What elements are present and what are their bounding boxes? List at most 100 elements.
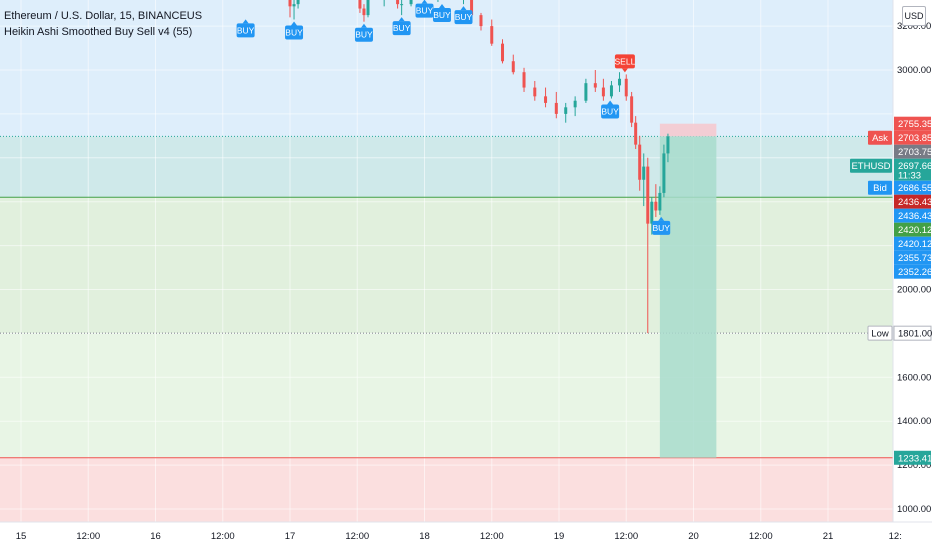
price-badge — [894, 144, 931, 159]
price-badge-label: 1233.41 — [898, 453, 932, 464]
candle-body — [573, 100, 577, 108]
buy-signal-pointer — [658, 216, 665, 221]
price-badge-label: 1801.00 — [898, 329, 932, 340]
symbol-title[interactable]: Ethereum / U.S. Dollar, 15, BINANCEUS — [4, 10, 203, 22]
price-badge — [894, 450, 931, 465]
candle-body — [533, 87, 537, 97]
price-badge-label: 2703.85 — [898, 133, 932, 144]
buy-signal-label: BUY — [393, 23, 411, 33]
candle-body — [593, 83, 597, 88]
candle-body — [554, 102, 558, 114]
buy-signal — [415, 3, 434, 18]
position-tool — [659, 123, 717, 458]
candle-body — [358, 0, 362, 9]
candle-body — [662, 153, 666, 193]
candle-body — [624, 78, 628, 97]
price-badge-prefix: ETHUSD — [851, 161, 890, 172]
candle-body — [522, 72, 526, 88]
buy-signal — [652, 220, 671, 235]
price-badge — [894, 264, 931, 279]
candle-body — [470, 0, 474, 16]
buy-signal-label: BUY — [601, 107, 619, 117]
price-badge — [894, 236, 931, 251]
buy-signal-pointer — [398, 17, 405, 22]
price-badge — [894, 250, 931, 265]
indicator-title[interactable]: Heikin Ashi Smoothed Buy Sell v4 (55) — [4, 26, 193, 38]
time-tick-label: 15 — [16, 531, 27, 542]
time-tick-label: 16 — [150, 531, 161, 542]
time-tick-label: 21 — [823, 531, 834, 542]
candle-body — [618, 78, 622, 86]
price-badge — [893, 325, 932, 341]
buy-signal-label: BUY — [237, 25, 255, 35]
grid-layer — [0, 25, 893, 510]
price-badge-prefix-bg — [850, 158, 892, 173]
currency-button[interactable]: USD — [902, 6, 926, 26]
candle-body — [564, 107, 568, 114]
buy-signal-label: BUY — [416, 6, 434, 16]
price-tick-label: 1000.00 — [897, 504, 931, 515]
candle-body — [544, 96, 548, 103]
candle-body — [292, 4, 296, 7]
price-badge-label: 2755.35 — [898, 119, 932, 130]
price-badge — [894, 158, 931, 181]
zone-teal — [0, 136, 893, 198]
price-badge-label: 2697.66 — [898, 161, 932, 172]
price-badge-label: 2703.75 — [898, 147, 932, 158]
buy-signal-pointer — [607, 100, 614, 105]
price-badge-prefix-bg — [868, 130, 892, 145]
candle-body — [658, 192, 662, 211]
price-badge — [894, 222, 931, 237]
time-tick-label: 12:00 — [76, 531, 100, 542]
zone-lightgreen — [0, 333, 893, 458]
candle-body — [601, 87, 605, 97]
candle-body — [642, 166, 646, 180]
time-tick-label: 19 — [554, 531, 565, 542]
candle-body — [396, 0, 400, 5]
candle-body — [366, 0, 370, 16]
time-axis: 15 12:00 16 12:00 17 12:00 18 12:00 19 12:00 20 12:… — [0, 521, 932, 550]
candle-body — [666, 136, 670, 154]
price-tick-label: 3200.00 — [897, 21, 931, 32]
buy-signal — [392, 21, 411, 36]
price-tick-label: 1200.00 — [897, 460, 931, 471]
chart-legend: Ethereum / U.S. Dollar, 15, BINANCEUS He… — [4, 8, 202, 40]
time-tick-label: 12:00 — [345, 531, 369, 542]
price-badge-label: 2420.12 — [898, 239, 932, 250]
buy-signal — [285, 25, 304, 40]
buy-signal-label: BUY — [455, 12, 473, 22]
time-axis-bg — [0, 522, 932, 550]
candle-body — [501, 43, 505, 62]
candle-body — [362, 8, 366, 16]
position-stop-zone — [659, 123, 717, 137]
price-badge-prefix-bg — [867, 325, 893, 341]
candle-layer — [288, 0, 670, 334]
price-tick-label: 2000.00 — [897, 285, 931, 296]
price-badge-prefix: Low — [871, 329, 889, 340]
sell-signal-pointer — [621, 68, 628, 73]
buy-signal-pointer — [421, 0, 428, 4]
candle-body — [511, 61, 515, 73]
price-badge-countdown: 11:33 — [898, 171, 921, 182]
buy-signal-label: BUY — [433, 10, 451, 20]
buy-signal-pointer — [242, 19, 249, 24]
price-axis: 3200.003000.002000.001800.001600.001400.… — [850, 0, 932, 522]
candle-body — [479, 15, 483, 27]
level-layer — [0, 135, 893, 459]
candle-body — [634, 122, 638, 145]
price-tick-label: 3000.00 — [897, 65, 931, 76]
buy-signal-label: BUY — [355, 30, 373, 40]
candle-body — [584, 83, 588, 101]
sell-signal-label: SELL — [615, 56, 636, 66]
candle-body — [609, 85, 613, 97]
buy-signal — [432, 7, 451, 22]
price-badge-prefix-bg — [868, 180, 892, 195]
buy-signal-pointer — [291, 21, 298, 26]
buy-signal — [601, 104, 620, 119]
price-badge-label: 2420.12 — [898, 225, 932, 236]
zone-green — [0, 197, 893, 334]
candle-body — [409, 0, 413, 5]
price-badge-label: 2355.73 — [898, 253, 932, 264]
